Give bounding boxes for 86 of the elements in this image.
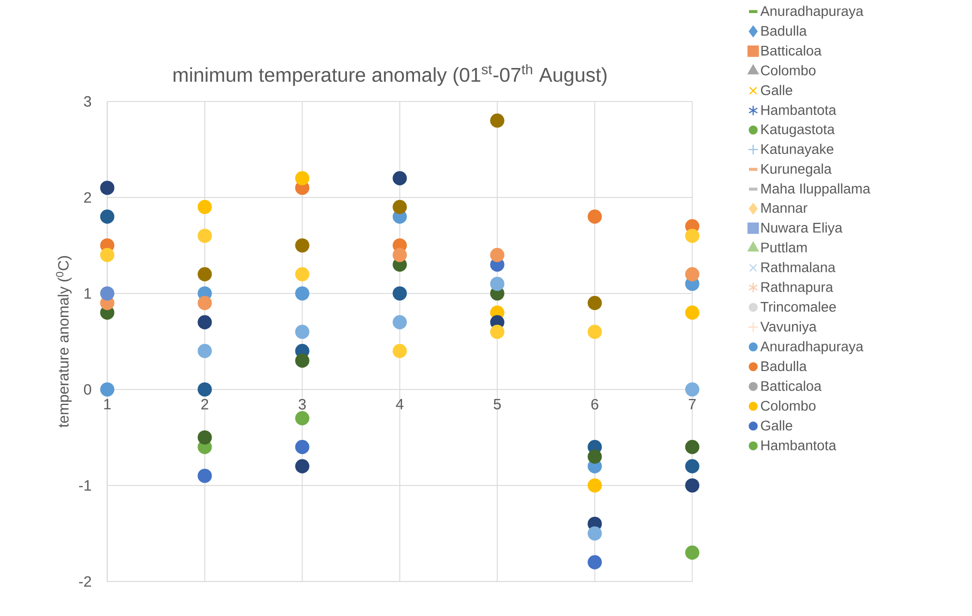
legend-label: Mannar [761, 203, 808, 213]
legend-label: Rathnapura [761, 282, 834, 295]
legend-label: Hambantota [761, 440, 836, 450]
y-tick-label: -2 [79, 576, 91, 587]
legend-label: Nuwara Eliya [761, 222, 842, 236]
point [198, 296, 212, 310]
point [198, 200, 212, 214]
legend-label: Batticaloa [761, 380, 822, 391]
point [295, 171, 310, 186]
point [198, 382, 212, 397]
x-tick-label: 4 [396, 398, 404, 410]
point [685, 546, 700, 560]
y-tick-label: -1 [79, 480, 92, 491]
point [295, 286, 310, 301]
point [685, 382, 700, 397]
y-tick-label: 0 [84, 384, 92, 395]
legend-label: Katunayake [761, 144, 834, 157]
y-axis-title: temperature anomaly ($^{0}$C) [56, 256, 72, 428]
point [198, 468, 212, 483]
point [588, 210, 602, 224]
y-tick-label: 1 [84, 288, 92, 299]
point [392, 200, 407, 214]
legend-label: Batticaloa [761, 45, 822, 56]
point [588, 296, 602, 310]
x-tick-label: 1 [104, 398, 111, 410]
point [392, 248, 407, 262]
legend-label: Galle [760, 420, 792, 431]
point [490, 114, 504, 128]
legend-label: Galle [760, 84, 792, 96]
point [198, 315, 212, 330]
legend-label: Anuradhapuraya [760, 341, 864, 354]
point [100, 210, 114, 224]
point [295, 267, 310, 282]
legend-label: Hambantota [761, 104, 836, 115]
point [588, 478, 602, 493]
legend-label: Anuradhapuraya [760, 6, 864, 19]
legend-label: Colombo [760, 65, 816, 76]
point [685, 306, 700, 320]
point [685, 478, 700, 493]
legend-label: Trincomalee [760, 302, 836, 312]
point [295, 459, 310, 474]
x-tick-label: 3 [298, 398, 306, 410]
x-tick-label: 7 [688, 398, 696, 410]
point [295, 238, 310, 253]
point [392, 286, 407, 301]
point [295, 354, 310, 368]
point [198, 344, 212, 358]
point [588, 555, 602, 570]
point [100, 286, 114, 301]
legend-label: Badulla [761, 26, 807, 36]
point [198, 267, 212, 282]
point [295, 411, 310, 426]
point [685, 459, 700, 474]
legend-label: Kurunegala [761, 164, 832, 177]
chart-title: minimum temperature anomaly (01$^{st}$-07$^{th}$ August) [174, 64, 606, 86]
point [490, 276, 504, 291]
point [490, 324, 504, 339]
legend-label: Colombo [760, 400, 816, 411]
point [490, 248, 504, 262]
point [100, 180, 114, 195]
x-tick-label: 2 [201, 398, 208, 410]
point [588, 526, 602, 541]
point [198, 430, 212, 445]
legend-label: Rathmalana [761, 262, 836, 272]
point [392, 171, 407, 186]
point [588, 324, 602, 339]
point [685, 228, 700, 243]
point [392, 315, 407, 330]
legend-label: Katugastota [761, 124, 835, 137]
point [588, 450, 602, 464]
y-tick-label: 2 [84, 192, 91, 203]
x-tick-label: 6 [591, 398, 598, 410]
point [295, 324, 310, 339]
legend-label: Vavuniya [760, 321, 817, 334]
point [392, 344, 407, 358]
point [685, 440, 700, 454]
point [100, 248, 114, 262]
legend-label: Maha Iluppallama [761, 183, 870, 196]
legend-label: Badulla [761, 360, 807, 372]
point [685, 267, 700, 282]
x-tick-label: 5 [494, 398, 501, 410]
legend-label: Puttlam [761, 242, 807, 252]
point [100, 382, 114, 397]
point [295, 440, 310, 454]
point [198, 228, 212, 243]
y-tick-label: 3 [84, 96, 92, 107]
